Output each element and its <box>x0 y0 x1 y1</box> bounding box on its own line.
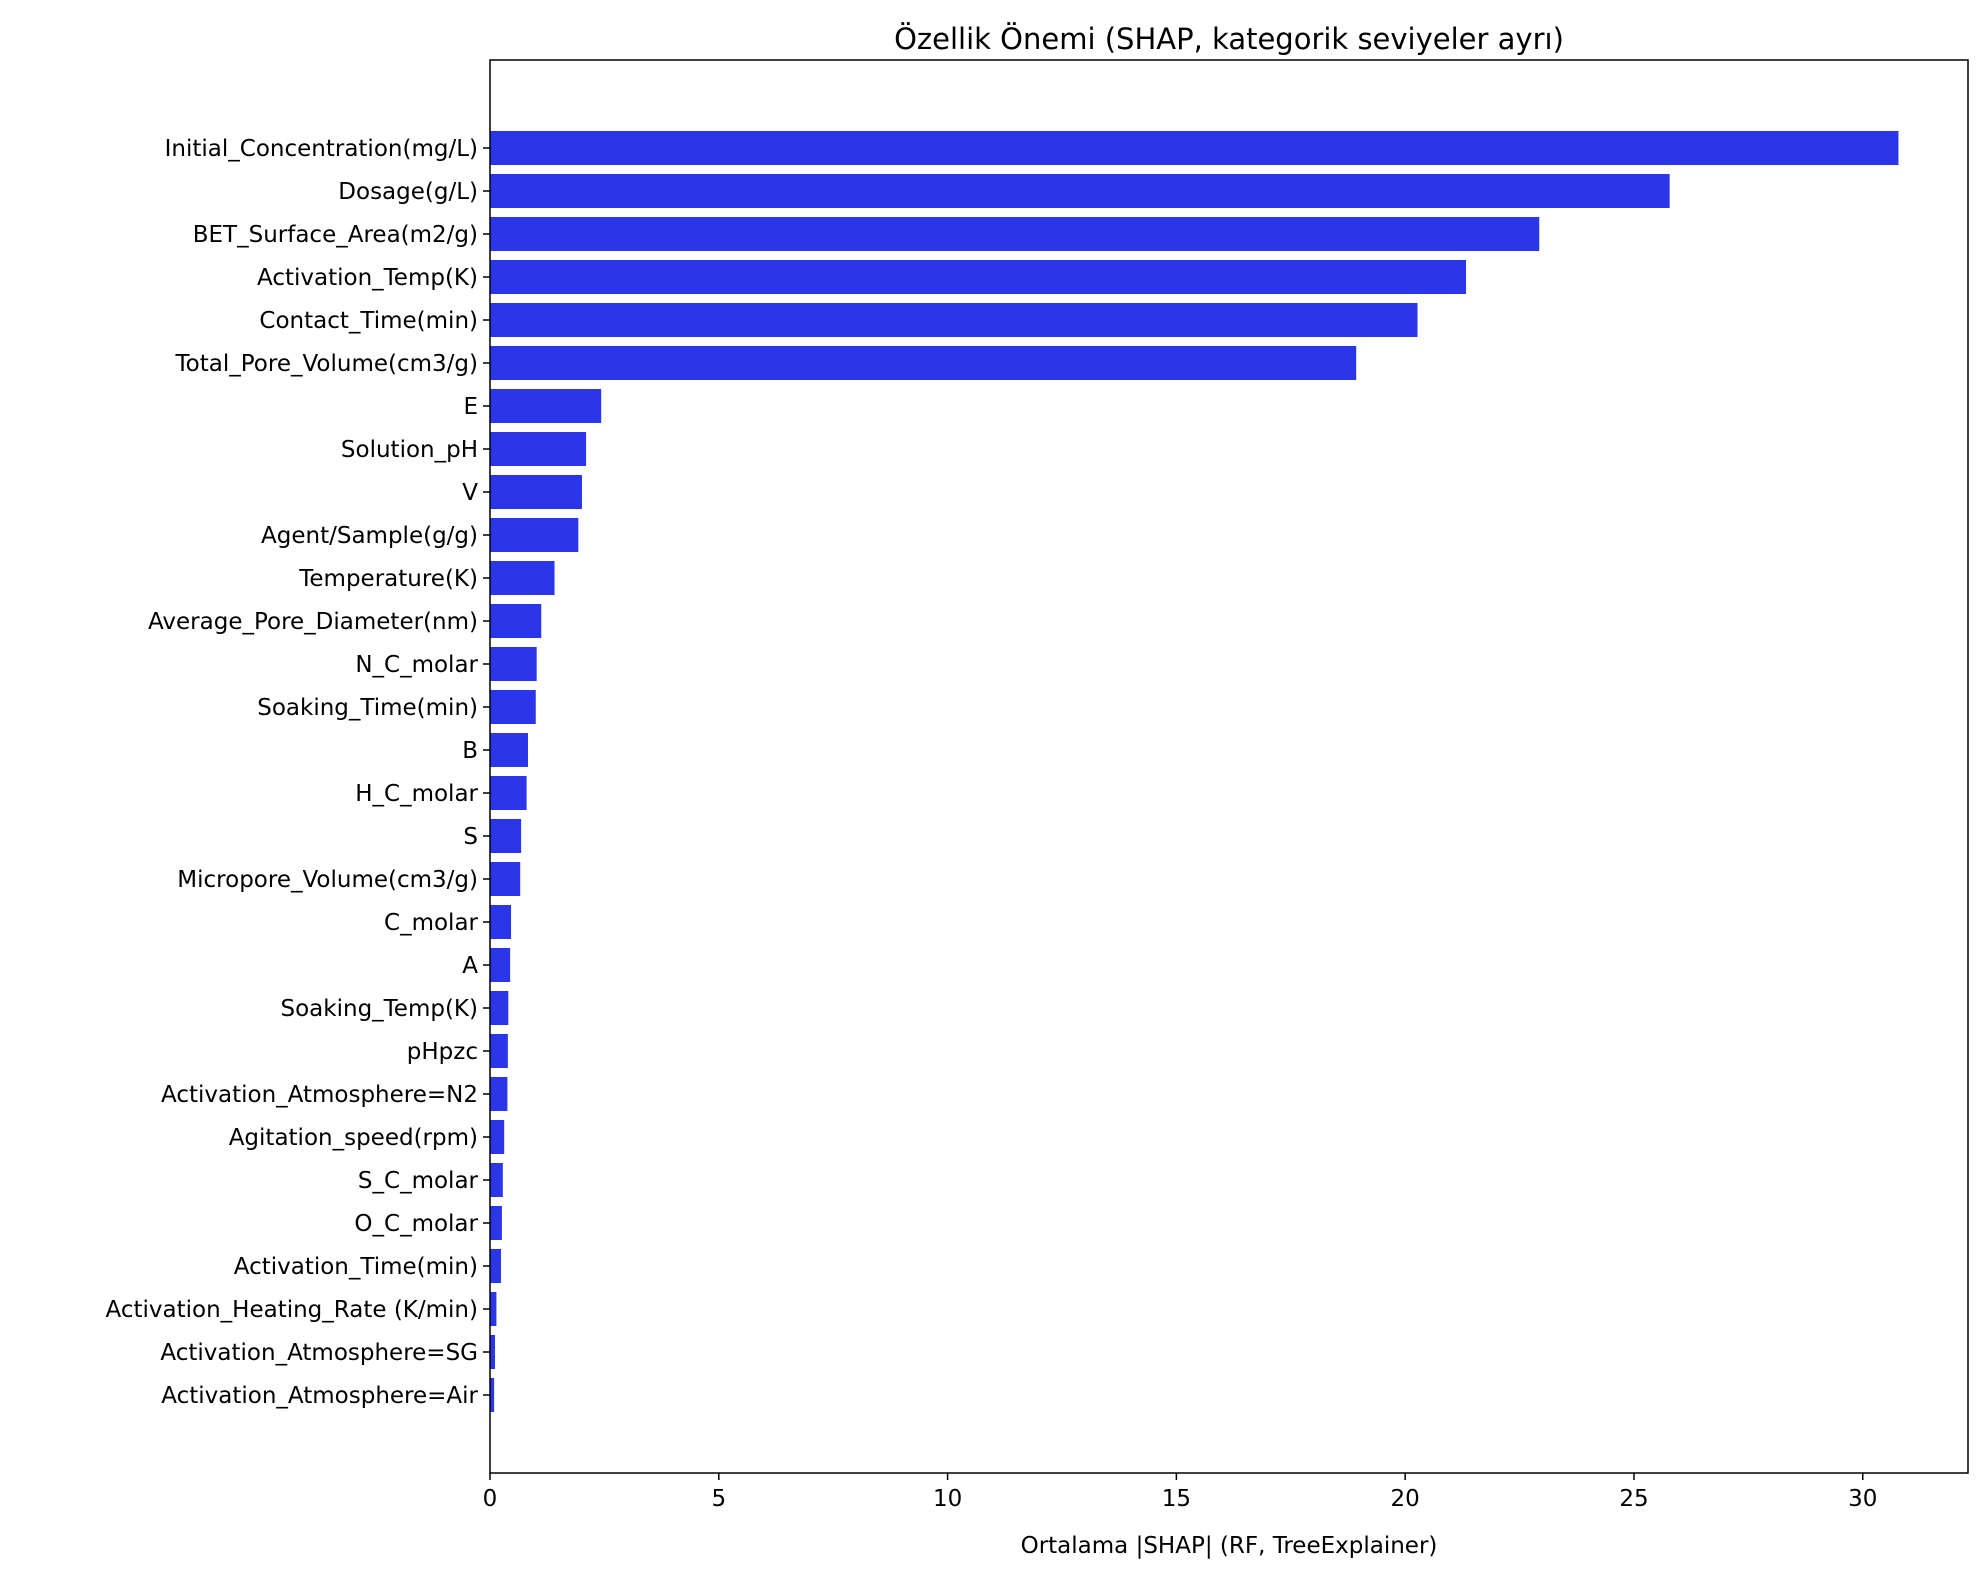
bar <box>490 991 509 1025</box>
bar <box>490 604 542 638</box>
y-tick-label: Activation_Atmosphere=N2 <box>161 1082 478 1108</box>
bar <box>490 948 511 982</box>
bars-layer <box>490 131 1899 1412</box>
x-ticks: 0 5 10 15 20 25 30 <box>483 1473 1877 1512</box>
y-tick-label: N_C_molar <box>355 652 478 678</box>
bar <box>490 260 1467 294</box>
x-tick-label: 0 <box>483 1486 498 1512</box>
y-tick-label: A <box>462 953 478 979</box>
x-tick-label: 10 <box>933 1486 962 1512</box>
y-tick-label: Dosage(g/L) <box>338 179 478 205</box>
x-tick-label: 15 <box>1162 1486 1191 1512</box>
x-tick-label: 30 <box>1848 1486 1877 1512</box>
bar <box>490 1120 505 1154</box>
bar <box>490 647 537 681</box>
y-tick-label: E <box>463 394 478 420</box>
x-axis-label: Ortalama |SHAP| (RF, TreeExplainer) <box>1021 1533 1438 1559</box>
y-tick-label: pHpzc <box>407 1039 478 1065</box>
y-tick-label: Micropore_Volume(cm3/g) <box>177 867 478 893</box>
y-tick-label: Activation_Atmosphere=SG <box>160 1340 478 1366</box>
bar <box>490 690 536 724</box>
y-tick-label: V <box>462 480 478 506</box>
bar <box>490 1077 508 1111</box>
x-tick-label: 25 <box>1619 1486 1648 1512</box>
bar <box>490 1292 497 1326</box>
y-tick-label: Solution_pH <box>341 437 478 463</box>
chart-title: Özellik Önemi (SHAP, kategorik seviyeler… <box>894 22 1564 56</box>
bar <box>490 1378 495 1412</box>
bar <box>490 1335 496 1369</box>
bar <box>490 862 521 896</box>
bar <box>490 217 1540 251</box>
bar <box>490 1249 501 1283</box>
y-tick-label: BET_Surface_Area(m2/g) <box>193 222 478 248</box>
y-tick-label: H_C_molar <box>355 781 478 807</box>
y-tick-label: B <box>462 738 478 764</box>
y-tick-label: Soaking_Temp(K) <box>281 996 478 1022</box>
bar <box>490 303 1418 337</box>
bar <box>490 733 528 767</box>
y-tick-label: C_molar <box>384 910 479 936</box>
bar <box>490 819 522 853</box>
y-tick-label: O_C_molar <box>354 1211 478 1237</box>
y-tick-label: Soaking_Time(min) <box>257 695 478 721</box>
y-tick-label: Agitation_speed(rpm) <box>229 1125 478 1151</box>
y-tick-label: Activation_Atmosphere=Air <box>161 1383 478 1409</box>
y-tick-label: Temperature(K) <box>298 566 478 592</box>
y-tick-label: S_C_molar <box>358 1168 479 1194</box>
y-tick-label: Contact_Time(min) <box>259 308 478 334</box>
y-tick-label: Average_Pore_Diameter(nm) <box>148 609 478 635</box>
y-tick-label: Total_Pore_Volume(cm3/g) <box>175 351 478 377</box>
bar <box>490 131 1899 165</box>
bar <box>490 475 582 509</box>
bar <box>490 1034 508 1068</box>
x-tick-label: 5 <box>711 1486 726 1512</box>
bar <box>490 1163 503 1197</box>
y-tick-label: Agent/Sample(g/g) <box>261 523 478 549</box>
y-tick-label: Initial_Concentration(mg/L) <box>165 136 478 162</box>
bar <box>490 389 602 423</box>
y-tick-label: Activation_Heating_Rate (K/min) <box>106 1297 478 1323</box>
x-tick-label: 20 <box>1391 1486 1420 1512</box>
bar <box>490 518 579 552</box>
y-tick-labels: Initial_Concentration(mg/L)Dosage(g/L)BE… <box>106 136 490 1409</box>
bar <box>490 432 587 466</box>
y-tick-label: S <box>463 824 478 850</box>
bar <box>490 776 527 810</box>
bar <box>490 346 1357 380</box>
plot-frame <box>489 59 1969 1474</box>
bar <box>490 1206 502 1240</box>
bar <box>490 561 555 595</box>
bar <box>490 174 1670 208</box>
y-tick-label: Activation_Temp(K) <box>257 265 478 291</box>
bar <box>490 905 512 939</box>
y-tick-label: Activation_Time(min) <box>234 1254 478 1280</box>
